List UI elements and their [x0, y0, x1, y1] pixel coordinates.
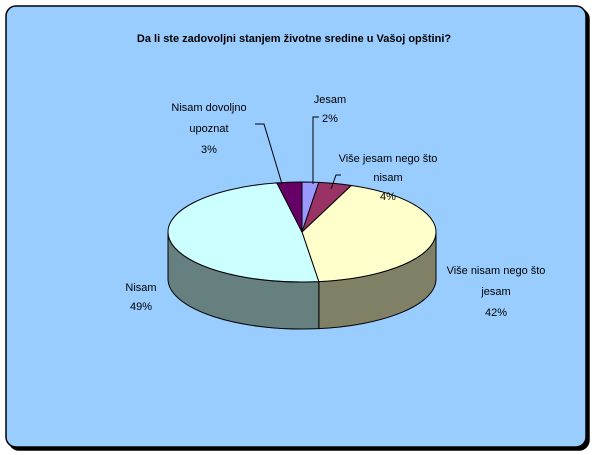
chart-title: Da li ste zadovoljni stanjem životne sre… — [137, 33, 451, 45]
label-vise-nisam-line-1: Više nisam nego što — [447, 265, 546, 277]
label-nisam-line-1: Nisam — [125, 282, 156, 294]
label-nisam-upoznat-line-3: 3% — [201, 144, 217, 156]
label-vise-nisam-line-2: jesam — [480, 286, 510, 298]
label-nisam-upoznat-line-2: upoznat — [189, 123, 228, 135]
leader-line-vise-jesam — [330, 174, 341, 190]
label-jesam-line-1: Jesam — [314, 94, 346, 106]
label-nisam-line-2: 49% — [130, 301, 152, 313]
label-nisam-upoznat-line-1: Nisam dovoljno — [171, 102, 246, 114]
pie-slice-nisam-upoznat — [276, 181, 303, 233]
pie-chart — [167, 181, 437, 330]
pie-slice-vise-nisam — [301, 184, 437, 283]
label-vise-jesam-line-1: Više jesam nego što — [339, 153, 438, 165]
label-jesam-line-2: 2% — [322, 113, 338, 125]
label-vise-jesam-line-2: nisam — [373, 172, 402, 184]
pie-slice-nisam — [167, 182, 320, 283]
leader-line-nisam-upoznat — [255, 123, 283, 185]
leader-lines — [255, 116, 341, 190]
leader-line-jesam — [312, 116, 319, 184]
label-vise-nisam-line-3: 42% — [485, 307, 507, 319]
label-vise-jesam-line-3: 4% — [380, 191, 396, 203]
slice-labels: Jesam 2% Više jesam nego što nisam 4% Više ni… — [125, 94, 545, 319]
